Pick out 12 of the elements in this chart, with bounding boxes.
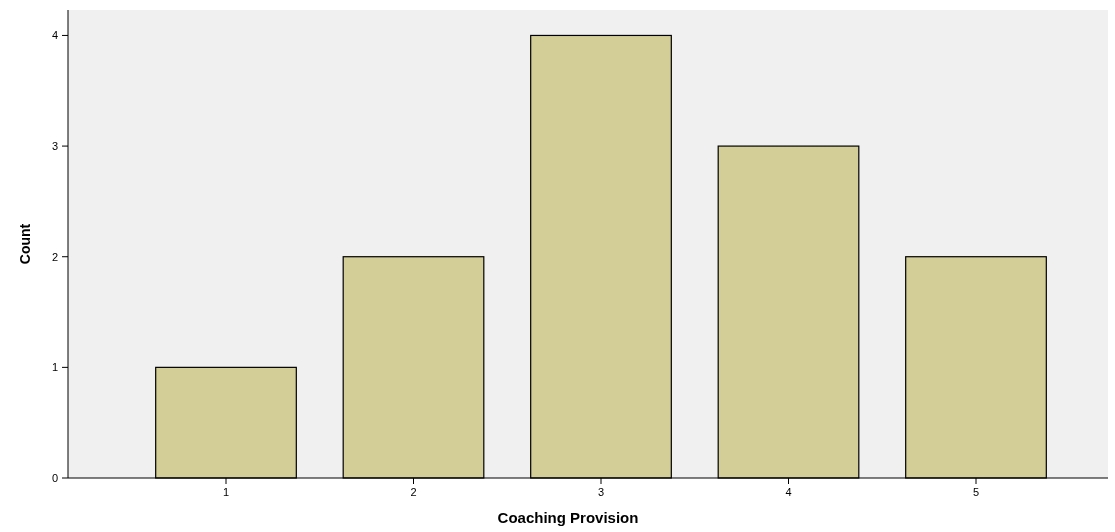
x-axis-title: Coaching Provision [497,509,639,526]
y-tick-label: 0 [51,471,58,484]
x-tick-label: 1 [222,486,230,498]
y-tick-label: 2 [51,250,58,263]
x-tick-label: 4 [785,486,792,498]
y-axis-title: Count [17,223,33,265]
x-tick-label: 2 [410,486,417,498]
y-tick-label: 1 [51,361,58,374]
y-tick-label: 3 [51,139,58,152]
x-tick-label: 5 [972,486,980,498]
x-tick-label: 3 [597,486,605,498]
y-tick-label: 4 [51,29,58,42]
